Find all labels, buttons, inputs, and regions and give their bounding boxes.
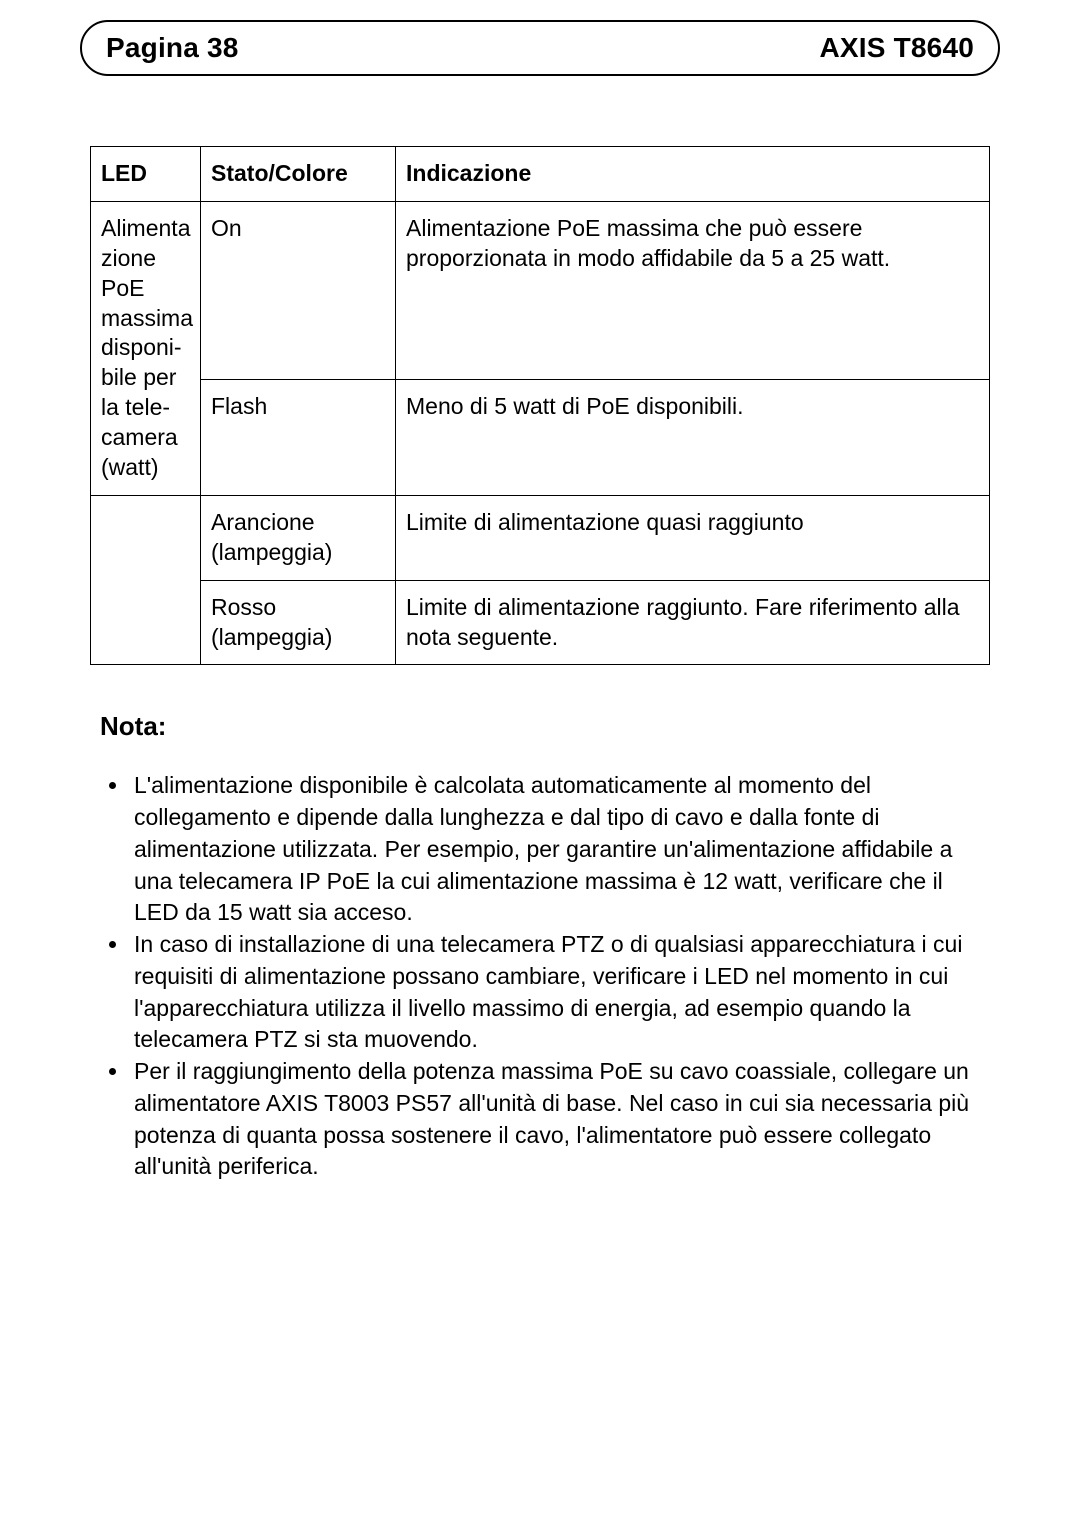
note-title: Nota: [100, 711, 990, 742]
cell-indication: Meno di 5 watt di PoE disponibili. [396, 380, 990, 496]
col-header-indication: Indicazione [396, 147, 990, 202]
cell-led: AlimentazionePoEmassimadisponi-bile perl… [91, 201, 201, 495]
note-item: Per il raggiungimento della potenza mass… [130, 1056, 990, 1183]
led-table: LED Stato/Colore Indicazione Alimentazio… [90, 146, 990, 665]
note-section: Nota: L'alimentazione disponibile è calc… [80, 665, 1000, 1183]
table-row: Rosso (lampeggia) Limite di alimentazion… [91, 580, 990, 665]
cell-state: On [201, 201, 396, 379]
cell-led-empty [91, 495, 201, 665]
col-header-led: LED [91, 147, 201, 202]
note-item: L'alimentazione disponibile è calcolata … [130, 770, 990, 929]
cell-indication: Limite di alimentazione raggiunto. Fare … [396, 580, 990, 665]
led-table-wrap: LED Stato/Colore Indicazione Alimentazio… [80, 146, 1000, 665]
cell-state: Arancione (lampeggia) [201, 495, 396, 580]
page-header-bar: Pagina 38 AXIS T8640 [80, 20, 1000, 76]
product-model-label: AXIS T8640 [819, 32, 974, 64]
table-header-row: LED Stato/Colore Indicazione [91, 147, 990, 202]
table-row: Arancione (lampeggia) Limite di alimenta… [91, 495, 990, 580]
col-header-state: Stato/Colore [201, 147, 396, 202]
table-row: AlimentazionePoEmassimadisponi-bile perl… [91, 201, 990, 379]
document-page: Pagina 38 AXIS T8640 LED Stato/Colore In… [0, 0, 1080, 1183]
cell-indication: Alimentazione PoE massima che può essere… [396, 201, 990, 379]
page-number-label: Pagina 38 [106, 32, 239, 64]
cell-indication: Limite di alimentazione quasi raggiunto [396, 495, 990, 580]
note-list: L'alimentazione disponibile è calcolata … [100, 770, 990, 1183]
cell-state: Rosso (lampeggia) [201, 580, 396, 665]
table-row: Flash Meno di 5 watt di PoE disponibili. [91, 380, 990, 496]
note-item: In caso di installazione di una telecame… [130, 929, 990, 1056]
cell-state: Flash [201, 380, 396, 496]
